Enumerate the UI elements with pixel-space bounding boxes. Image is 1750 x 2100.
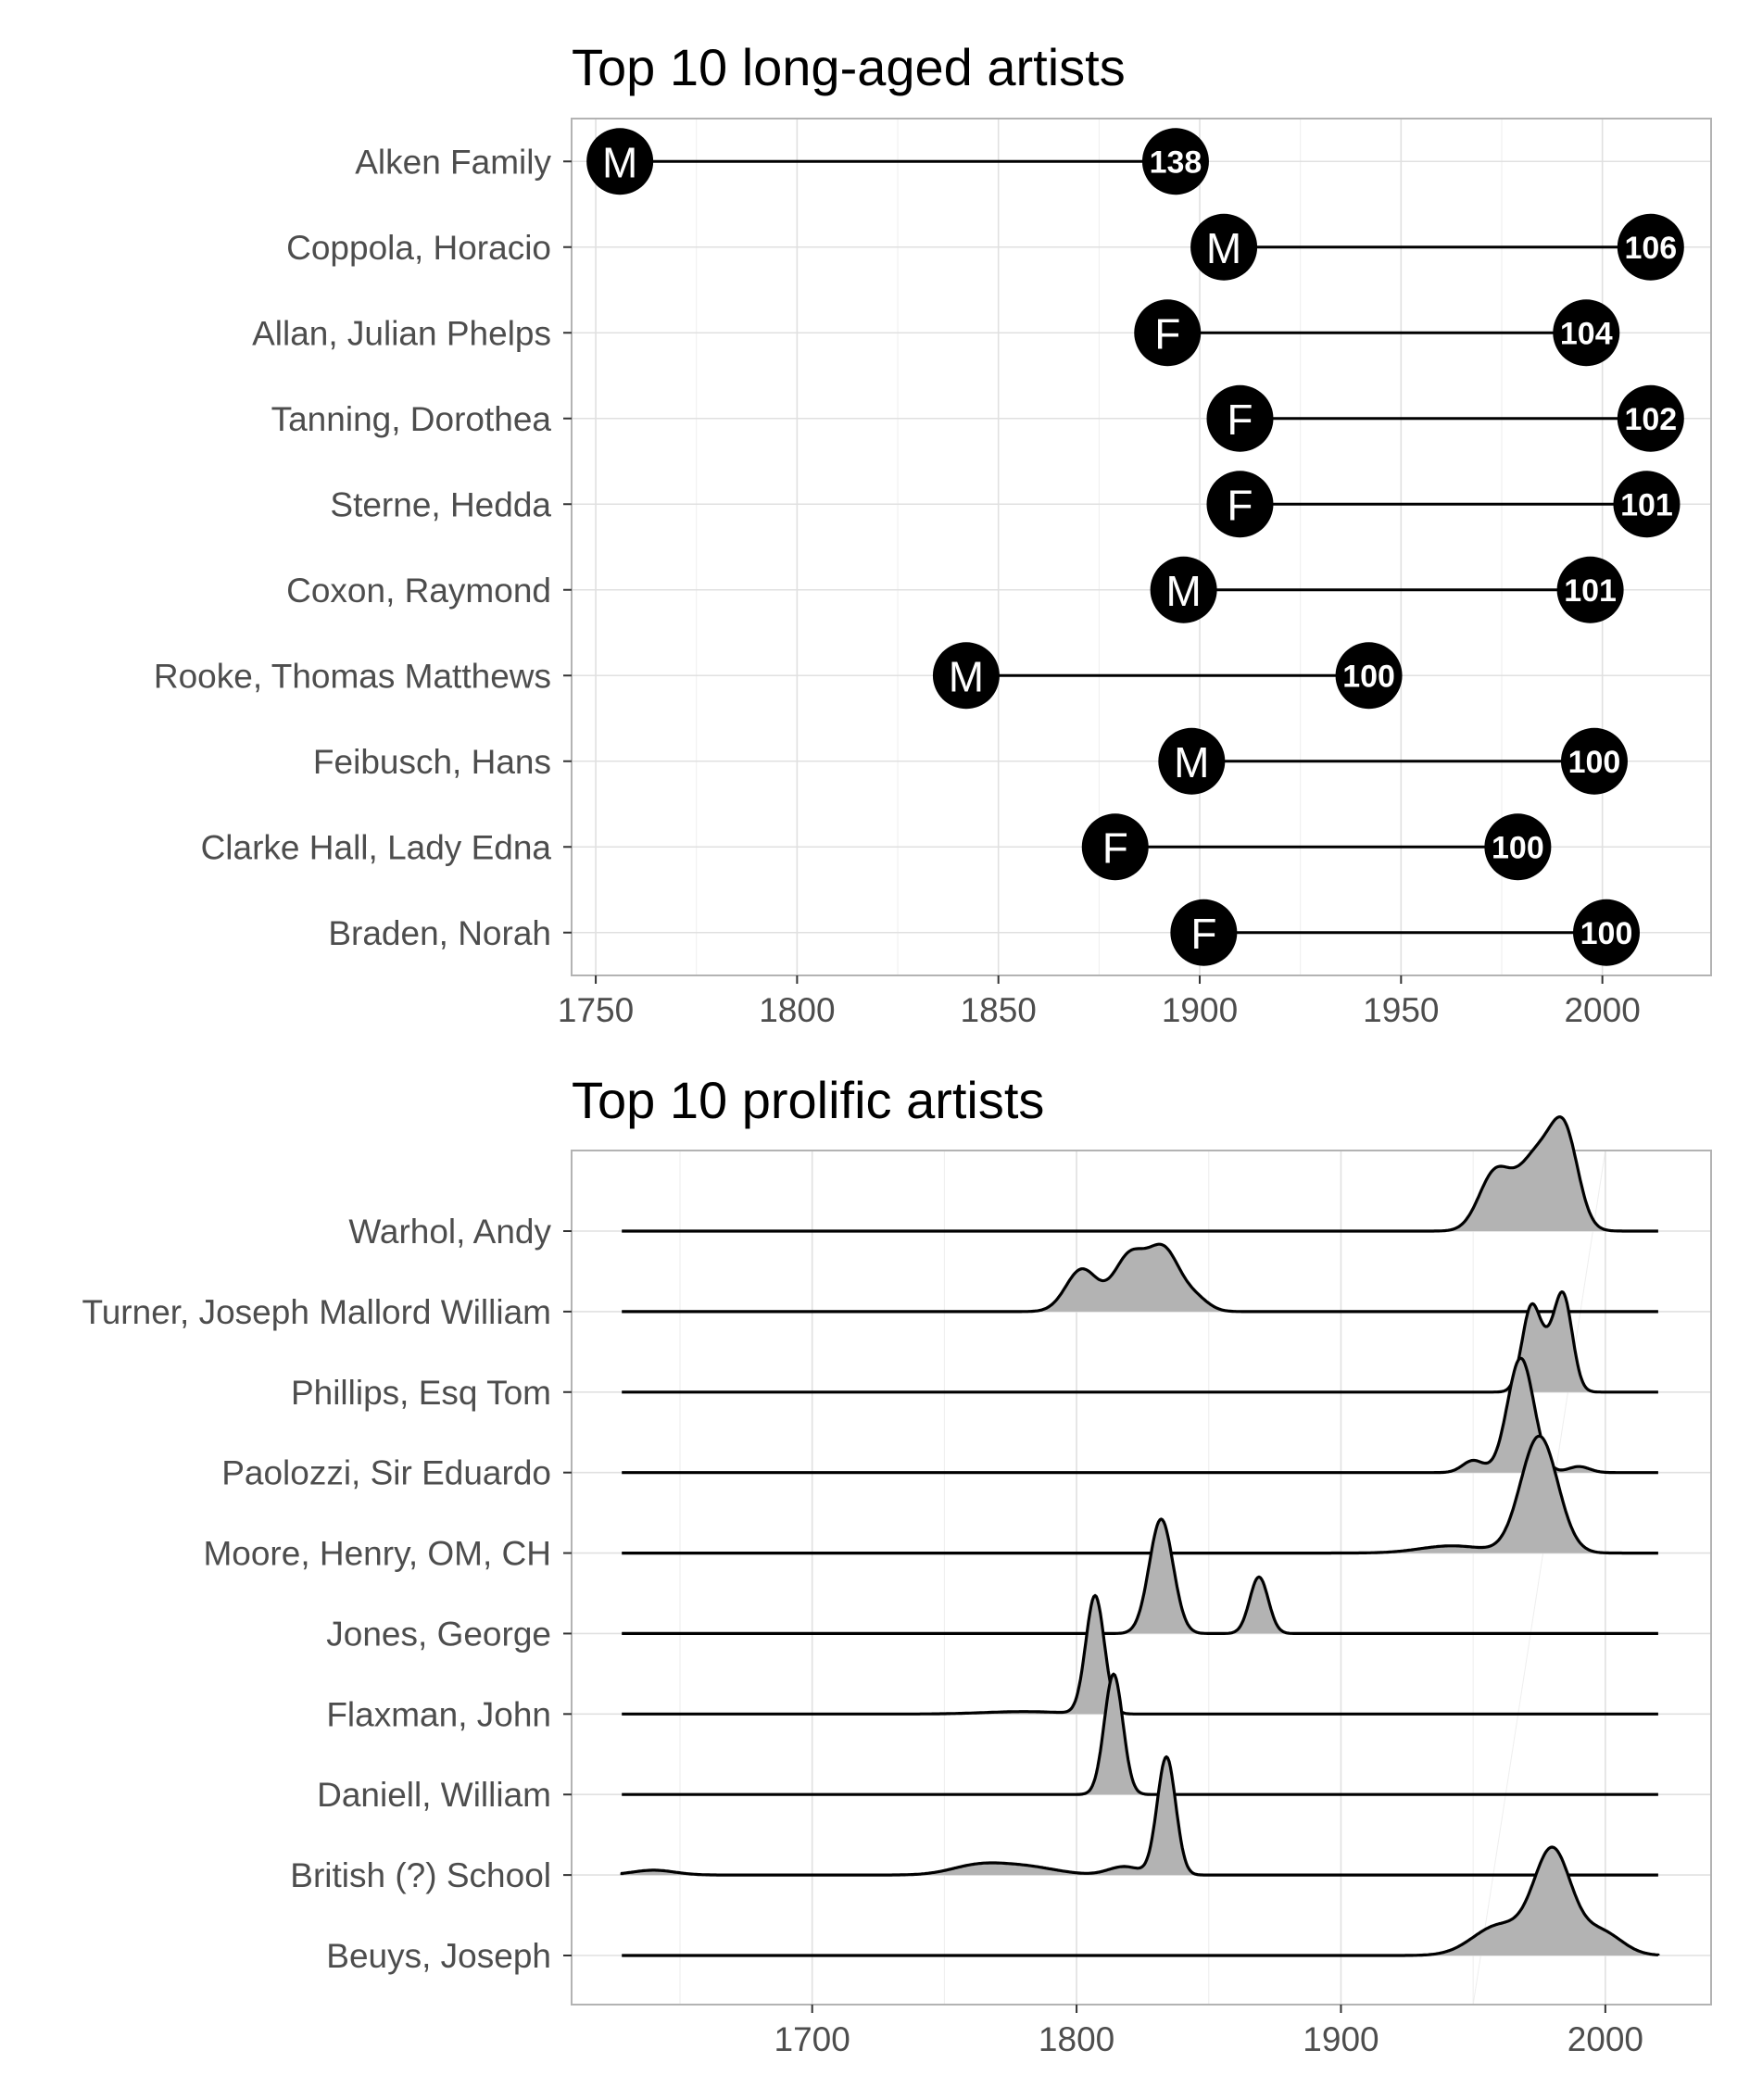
birth-point xyxy=(1134,299,1202,367)
age-label: 100 xyxy=(1580,916,1633,951)
density-ridge xyxy=(622,1593,1659,1716)
death-point xyxy=(1560,727,1628,795)
x-tick-label: 1800 xyxy=(759,991,835,1029)
y-tick-label: Jones, George xyxy=(326,1615,551,1653)
age-label: 100 xyxy=(1568,745,1621,780)
gender-label: M xyxy=(602,138,637,186)
x-tick-label: 1850 xyxy=(961,991,1037,1029)
y-tick-label: Warhol, Andy xyxy=(348,1213,551,1251)
age-label: 106 xyxy=(1624,231,1677,266)
y-tick-label: Allan, Julian Phelps xyxy=(252,314,551,352)
x-tick-label: 1750 xyxy=(558,991,634,1029)
y-tick-label: Alken Family xyxy=(355,143,551,181)
x-tick-label: 2000 xyxy=(1567,2020,1643,2058)
y-tick-label: Phillips, Esq Tom xyxy=(291,1374,551,1412)
gender-label: M xyxy=(1165,567,1201,615)
death-point xyxy=(1484,813,1552,881)
y-tick-label: Feibusch, Hans xyxy=(313,743,551,781)
x-tick-label: 1700 xyxy=(774,2020,850,2058)
age-label: 102 xyxy=(1624,402,1677,437)
birth-point xyxy=(1190,213,1258,281)
death-point xyxy=(1617,384,1684,452)
density-ridge xyxy=(622,1434,1659,1555)
death-point xyxy=(1556,556,1624,623)
gender-label: F xyxy=(1154,309,1180,358)
age-label: 101 xyxy=(1620,487,1673,522)
long-aged-marks: M 138 M 106 F 104 F 102 F 101 M 101 M 100 M 100 F 100 F 100 xyxy=(586,128,1684,966)
prolific-ridges xyxy=(620,1115,1660,1957)
long-aged-y-axis: Alken Family Coppola, Horacio Allan, Julia… xyxy=(154,143,572,952)
density-ridge xyxy=(622,1115,1659,1233)
y-tick-label: Paolozzi, Sir Eduardo xyxy=(221,1454,551,1492)
age-label: 100 xyxy=(1342,659,1395,694)
birth-point xyxy=(1206,384,1274,452)
birth-point xyxy=(1081,813,1149,881)
y-tick-label: Sterne, Hedda xyxy=(330,485,551,523)
density-ridge xyxy=(622,1242,1659,1314)
birth-point xyxy=(1206,471,1274,538)
density-ridge xyxy=(622,1356,1659,1475)
birth-point xyxy=(1158,727,1226,795)
x-tick-label: 1900 xyxy=(1303,2020,1379,2058)
x-tick-label: 1950 xyxy=(1363,991,1439,1029)
prolific-x-axis: 1700 1800 1900 2000 xyxy=(774,2005,1643,2058)
prolific-y-axis: Warhol, Andy Turner, Joseph Mallord Willi… xyxy=(82,1213,572,1975)
x-tick-label: 1800 xyxy=(1039,2020,1114,2058)
death-point xyxy=(1141,128,1209,195)
density-ridge xyxy=(622,1845,1660,1957)
chart-title-prolific: Top 10 prolific artists xyxy=(572,1071,1044,1129)
y-tick-label: Turner, Joseph Mallord William xyxy=(82,1293,551,1331)
birth-point xyxy=(586,128,654,195)
y-tick-label: Daniell, William xyxy=(317,1776,551,1814)
y-tick-label: Coxon, Raymond xyxy=(286,572,551,610)
gender-label: F xyxy=(1227,481,1253,529)
death-point xyxy=(1613,471,1681,538)
age-label: 138 xyxy=(1150,145,1202,180)
x-tick-label: 2000 xyxy=(1564,991,1640,1029)
gender-label: F xyxy=(1190,910,1216,958)
y-tick-label: Beuys, Joseph xyxy=(326,1937,551,1975)
gender-label: F xyxy=(1227,396,1253,444)
y-tick-label: Braden, Norah xyxy=(328,914,551,952)
gender-label: M xyxy=(949,652,984,700)
death-point xyxy=(1335,642,1403,710)
age-label: 100 xyxy=(1492,830,1544,865)
gender-label: M xyxy=(1174,738,1209,786)
gender-label: M xyxy=(1206,224,1241,272)
y-tick-label: Rooke, Thomas Matthews xyxy=(154,657,551,695)
age-label: 101 xyxy=(1564,573,1617,609)
density-ridge xyxy=(620,1754,1659,1877)
long-aged-panel: Top 10 long-aged artists Alken Family Cop… xyxy=(154,38,1712,1029)
density-ridge xyxy=(622,1290,1659,1394)
y-tick-label: Flaxman, John xyxy=(326,1695,551,1733)
y-tick-label: Moore, Henry, OM, CH xyxy=(203,1535,551,1573)
x-tick-label: 1900 xyxy=(1162,991,1238,1029)
birth-point xyxy=(1150,556,1217,623)
death-point xyxy=(1553,299,1620,367)
birth-point xyxy=(932,642,1000,710)
death-point xyxy=(1617,213,1684,281)
y-tick-label: Tanning, Dorothea xyxy=(271,400,552,438)
density-ridge xyxy=(622,1517,1659,1635)
chart-title-long-aged: Top 10 long-aged artists xyxy=(572,38,1126,96)
y-tick-label: Clarke Hall, Lady Edna xyxy=(201,828,552,866)
y-tick-label: Coppola, Horacio xyxy=(286,229,551,267)
grid-line-minor-x xyxy=(1472,1150,1606,2006)
y-tick-label: British (?) School xyxy=(290,1856,551,1894)
death-point xyxy=(1572,899,1640,966)
density-ridge xyxy=(622,1672,1659,1796)
long-aged-plot-frame xyxy=(571,118,1712,976)
prolific-panel: Top 10 prolific artists Warhol, Andy Turn… xyxy=(82,1071,1712,2058)
birth-point xyxy=(1170,899,1238,966)
long-aged-x-axis: 1750 1800 1850 1900 1950 2000 xyxy=(558,975,1641,1029)
gender-label: F xyxy=(1102,824,1128,872)
prolific-plot-frame xyxy=(571,1150,1712,2006)
age-label: 104 xyxy=(1560,316,1613,351)
